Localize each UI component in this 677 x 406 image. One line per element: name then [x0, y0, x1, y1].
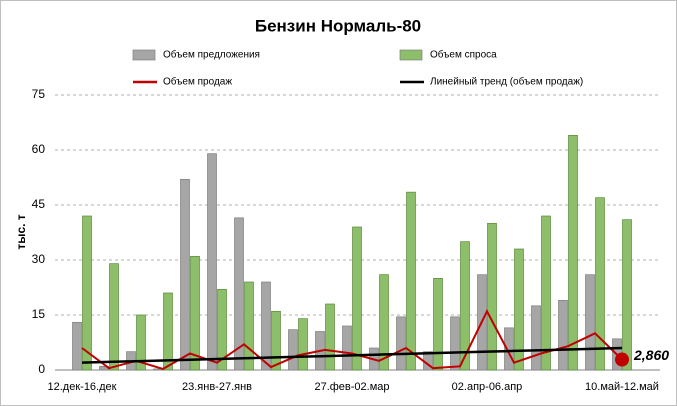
bar	[487, 222, 497, 371]
y-tick-label: 75	[32, 87, 46, 101]
bar	[244, 281, 254, 371]
bar	[261, 281, 271, 371]
bar	[531, 305, 541, 371]
x-tick-label: 27.фев-02.мар	[314, 381, 389, 393]
bar	[585, 274, 595, 371]
y-tick-label: 30	[32, 252, 46, 266]
bar	[163, 292, 173, 371]
bar	[622, 219, 632, 371]
y-axis-label: тыс. т	[14, 214, 28, 249]
bar	[568, 134, 578, 371]
bar	[514, 248, 524, 371]
bar	[352, 226, 362, 371]
legend-label: Объем продаж	[163, 76, 232, 88]
bar	[180, 178, 190, 371]
legend-swatch	[132, 49, 156, 61]
y-tick-label: 0	[38, 362, 45, 376]
data-label: 2,860	[633, 347, 669, 363]
legend-label: Объем предложения	[163, 49, 260, 61]
y-tick-label: 45	[32, 197, 46, 211]
bar	[82, 215, 92, 371]
bar	[136, 314, 146, 371]
bar	[396, 316, 406, 371]
y-tick-label: 15	[32, 307, 46, 321]
bar	[190, 255, 200, 371]
bar	[325, 303, 335, 371]
x-tick-label: 10.май-12.май	[585, 381, 659, 393]
bar	[541, 215, 551, 371]
bar	[504, 327, 514, 371]
bar	[109, 263, 119, 371]
bar	[207, 153, 217, 371]
bar	[342, 325, 352, 371]
chart-title: Бензин Нормаль-80	[255, 16, 421, 35]
legend-swatch	[399, 49, 423, 61]
y-tick-label: 60	[32, 142, 46, 156]
x-tick-label: 23.янв-27.янв	[182, 381, 252, 393]
x-tick-label: 02.апр-06.апр	[452, 381, 523, 393]
legend-label: Объем спроса	[430, 49, 497, 61]
end-marker	[615, 352, 629, 367]
bar	[217, 288, 227, 371]
line-series	[81, 309, 623, 370]
bar	[558, 299, 568, 371]
bar	[234, 217, 244, 371]
bar	[288, 329, 298, 371]
bar	[595, 197, 605, 371]
bar	[72, 321, 82, 371]
bar	[450, 316, 460, 371]
bar	[406, 191, 416, 371]
x-tick-label: 12.дек-16.дек	[48, 381, 117, 393]
bar	[433, 277, 443, 371]
bar	[379, 274, 389, 371]
bar	[298, 318, 308, 371]
bar	[271, 310, 281, 371]
legend-label: Линейный тренд (объем продаж)	[430, 76, 583, 88]
line-series	[81, 346, 623, 364]
bar	[460, 241, 470, 371]
